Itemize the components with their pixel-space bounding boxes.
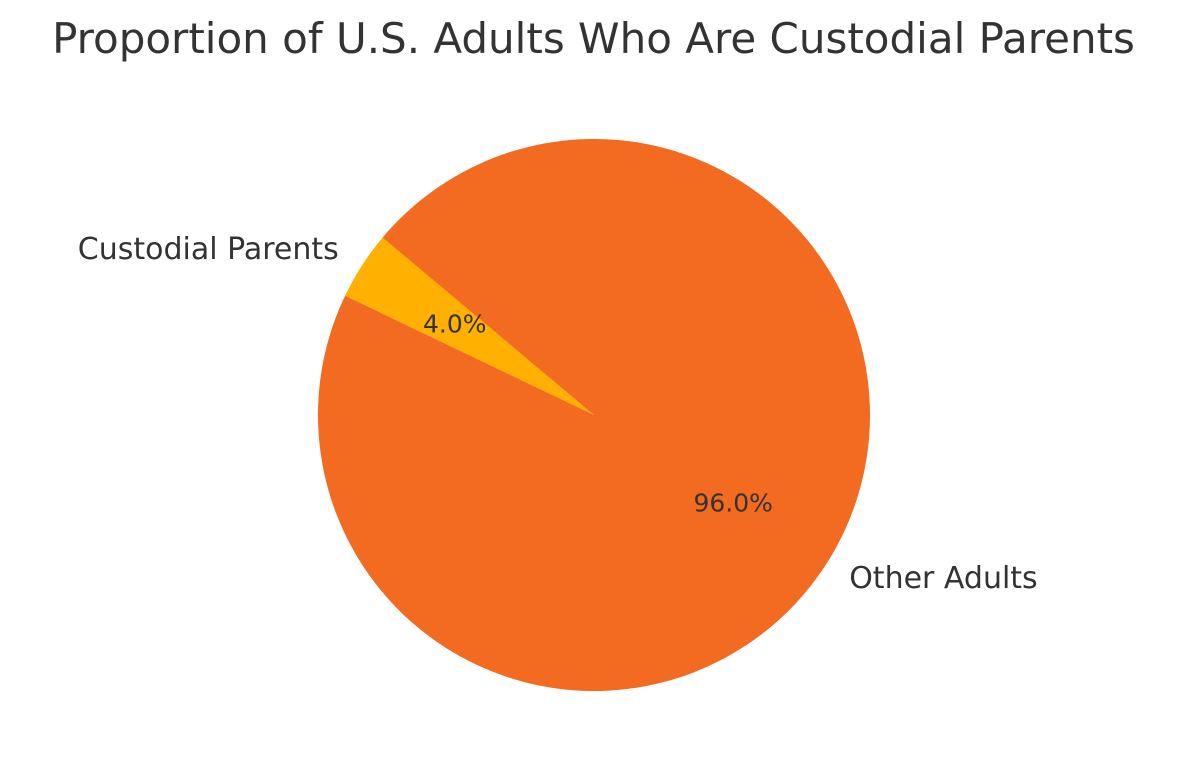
slice-percent-label: 96.0%	[693, 489, 772, 518]
pie-slice-custodial-parents	[345, 237, 594, 415]
chart-title: Proportion of U.S. Adults Who Are Custod…	[52, 14, 1135, 63]
pie-slice-other-adults	[317, 139, 870, 692]
slice-percent-label: 4.0%	[423, 309, 487, 338]
slice-label: Other Adults	[849, 561, 1038, 596]
slice-label: Custodial Parents	[78, 232, 339, 267]
